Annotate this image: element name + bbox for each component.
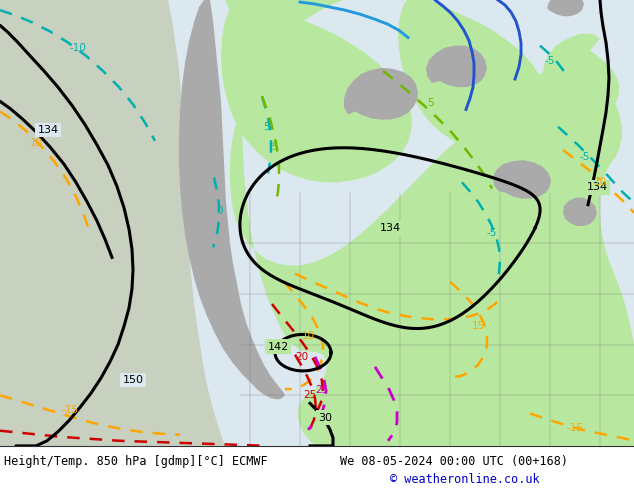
Polygon shape [225,0,634,446]
Text: 150: 150 [122,375,143,385]
Text: -15: -15 [567,423,583,433]
Polygon shape [493,160,551,198]
Text: 10: 10 [301,331,314,342]
Text: -10: -10 [70,43,86,52]
Text: 134: 134 [37,125,58,135]
Text: -5: -5 [487,228,497,238]
Text: © weatheronline.co.uk: © weatheronline.co.uk [390,473,540,487]
Text: 25: 25 [315,385,328,395]
Polygon shape [344,68,418,120]
Text: Height/Temp. 850 hPa [gdmp][°C] ECMWF: Height/Temp. 850 hPa [gdmp][°C] ECMWF [4,455,268,468]
Text: 134: 134 [379,223,401,233]
Text: 20: 20 [295,352,309,362]
Text: 10: 10 [29,138,42,148]
Text: 25: 25 [304,390,316,400]
Polygon shape [426,46,487,87]
Polygon shape [398,0,547,150]
Text: 134: 134 [586,182,607,193]
Polygon shape [179,0,285,399]
Text: -5: -5 [580,152,590,162]
Text: 142: 142 [268,342,288,352]
Text: 15: 15 [471,321,484,331]
Polygon shape [563,197,597,226]
Polygon shape [542,33,619,127]
Text: 5: 5 [271,142,277,152]
Polygon shape [547,0,584,16]
Text: 0: 0 [217,206,223,216]
Text: 5: 5 [262,122,269,132]
Text: 10: 10 [593,177,607,187]
Text: 5: 5 [427,98,433,108]
Text: We 08-05-2024 00:00 UTC (00+168): We 08-05-2024 00:00 UTC (00+168) [340,455,568,468]
Polygon shape [0,0,225,446]
Text: 30: 30 [318,413,332,422]
Text: -5: -5 [545,56,555,66]
Polygon shape [221,0,412,182]
Text: -15: -15 [61,405,79,416]
